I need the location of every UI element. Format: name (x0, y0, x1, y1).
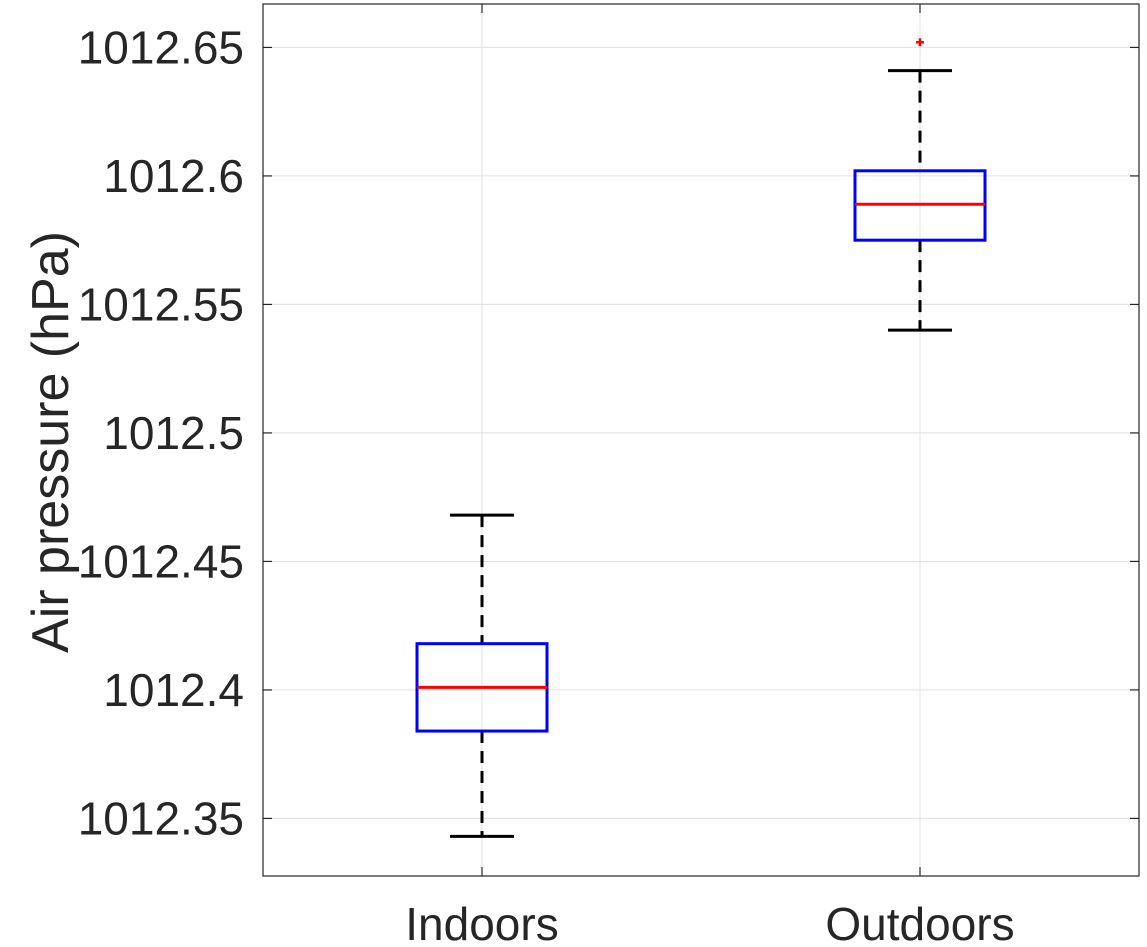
outlier-marker (916, 38, 924, 47)
x-axis-ticks: Indoors Outdoors (405, 4, 1015, 947)
box-outdoors (853, 38, 987, 332)
y-tick-label: 1012.4 (103, 664, 244, 716)
y-tick-label: 1012.55 (78, 278, 244, 330)
y-tick-label: 1012.65 (78, 21, 244, 73)
x-tick-label: Indoors (405, 898, 558, 947)
y-axis-label: Air pressure (hPa) (22, 231, 80, 653)
box-indoors (415, 513, 549, 838)
y-tick-label: 1012.35 (78, 792, 244, 844)
y-tick-label: 1012.5 (103, 407, 244, 459)
plot-frame (262, 3, 1140, 877)
grid-lines (263, 4, 1139, 876)
plot-axes (262, 3, 1140, 877)
y-axis-ticks: 1012.35 1012.4 1012.45 1012.5 1012.55 1012.6 1… (78, 21, 1139, 844)
y-tick-label: 1012.6 (103, 150, 244, 202)
y-tick-label: 1012.45 (78, 535, 244, 587)
box-plot-series (415, 38, 987, 838)
x-tick-label: Outdoors (825, 898, 1014, 947)
